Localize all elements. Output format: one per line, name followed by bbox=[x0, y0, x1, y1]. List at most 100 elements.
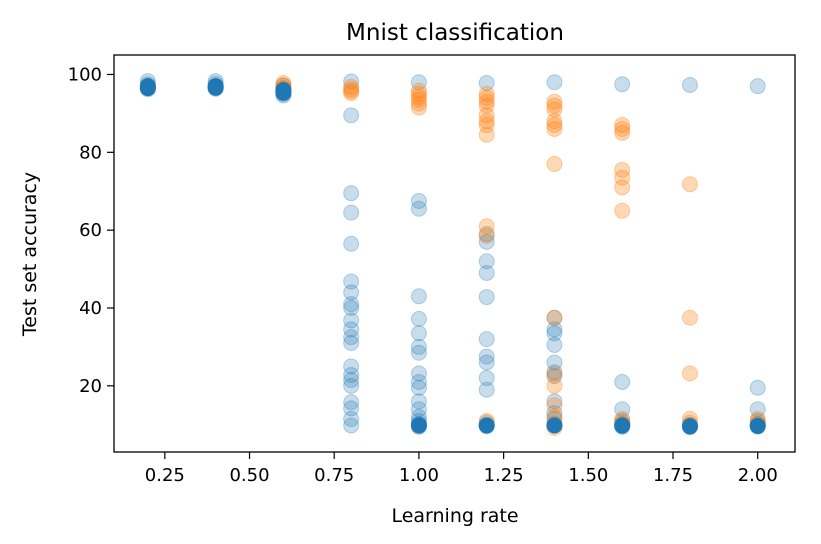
x-tick-label: 0.75 bbox=[314, 465, 354, 486]
data-point bbox=[410, 99, 427, 116]
data-point bbox=[410, 74, 427, 91]
data-point bbox=[343, 329, 360, 346]
data-point bbox=[614, 120, 631, 137]
data-point bbox=[343, 273, 360, 290]
data-point bbox=[546, 397, 563, 414]
data-point bbox=[614, 179, 631, 196]
data-point bbox=[546, 309, 563, 326]
data-point bbox=[478, 264, 495, 281]
x-tick-label: 1.50 bbox=[568, 465, 608, 486]
data-point bbox=[681, 76, 698, 93]
data-point bbox=[614, 117, 631, 134]
x-tick-label: 0.50 bbox=[229, 465, 269, 486]
y-tick-label: 100 bbox=[68, 64, 102, 85]
data-point bbox=[546, 336, 563, 353]
data-point bbox=[478, 381, 495, 398]
y-tick-label: 60 bbox=[79, 220, 102, 241]
data-point bbox=[546, 117, 563, 134]
y-tick-label: 80 bbox=[79, 142, 102, 163]
data-point bbox=[343, 335, 360, 352]
data-point bbox=[343, 400, 360, 417]
data-point bbox=[343, 358, 360, 375]
data-point bbox=[410, 91, 427, 108]
data-point bbox=[207, 79, 224, 96]
data-point bbox=[546, 74, 563, 91]
data-point bbox=[681, 176, 698, 193]
data-point bbox=[343, 377, 360, 394]
data-point bbox=[614, 401, 631, 418]
x-axis-label: Learning rate bbox=[391, 505, 518, 527]
data-point bbox=[614, 169, 631, 186]
data-point bbox=[546, 321, 563, 338]
data-point bbox=[478, 89, 495, 106]
data-point bbox=[478, 93, 495, 110]
data-point bbox=[478, 97, 495, 114]
data-point bbox=[546, 309, 563, 326]
data-point bbox=[139, 80, 156, 97]
data-point bbox=[478, 126, 495, 143]
data-point bbox=[546, 97, 563, 114]
data-point bbox=[614, 417, 631, 434]
data-point bbox=[343, 81, 360, 98]
data-point bbox=[343, 83, 360, 100]
data-point bbox=[410, 379, 427, 396]
data-point bbox=[478, 218, 495, 235]
data-point bbox=[614, 202, 631, 219]
data-point bbox=[546, 93, 563, 110]
data-point bbox=[546, 325, 563, 342]
data-point bbox=[478, 233, 495, 250]
x-tick-label: 1.00 bbox=[399, 465, 439, 486]
data-point bbox=[478, 417, 495, 434]
data-point bbox=[546, 101, 563, 118]
data-point bbox=[343, 85, 360, 102]
data-point bbox=[546, 155, 563, 172]
data-point bbox=[614, 373, 631, 390]
data-point bbox=[343, 410, 360, 427]
data-point bbox=[343, 185, 360, 202]
data-point bbox=[410, 288, 427, 305]
data-point bbox=[343, 284, 360, 301]
y-axis-label: Test set accuracy bbox=[19, 172, 41, 337]
data-point bbox=[614, 161, 631, 178]
data-point bbox=[478, 75, 495, 92]
data-point bbox=[478, 227, 495, 244]
data-point bbox=[410, 393, 427, 410]
data-point bbox=[546, 120, 563, 137]
data-point bbox=[343, 394, 360, 411]
data-point bbox=[343, 107, 360, 124]
data-point bbox=[546, 368, 563, 385]
data-point bbox=[546, 366, 563, 383]
y-tick-label: 20 bbox=[79, 376, 102, 397]
data-point bbox=[275, 84, 292, 101]
data-point bbox=[410, 310, 427, 327]
plot-frame bbox=[113, 54, 796, 453]
data-point bbox=[546, 113, 563, 130]
data-point bbox=[410, 82, 427, 99]
data-point bbox=[410, 85, 427, 102]
data-point bbox=[478, 117, 495, 134]
data-point bbox=[343, 78, 360, 95]
data-point bbox=[343, 372, 360, 388]
data-point bbox=[749, 379, 766, 396]
data-point bbox=[478, 348, 495, 365]
data-point bbox=[343, 296, 360, 313]
data-point bbox=[546, 417, 563, 434]
data-point bbox=[410, 401, 427, 418]
data-point bbox=[614, 76, 631, 93]
chart-title: Mnist classification bbox=[346, 20, 564, 46]
data-point bbox=[478, 85, 495, 102]
x-tick-label: 1.75 bbox=[653, 465, 693, 486]
data-point bbox=[410, 192, 427, 209]
data-point bbox=[478, 226, 495, 243]
data-point bbox=[343, 73, 360, 90]
data-point bbox=[681, 365, 698, 382]
data-point bbox=[410, 417, 427, 434]
data-point bbox=[410, 325, 427, 342]
data-point bbox=[614, 124, 631, 141]
data-point bbox=[478, 107, 495, 124]
data-point bbox=[410, 89, 427, 106]
data-point bbox=[343, 312, 360, 329]
data-point bbox=[343, 366, 360, 383]
